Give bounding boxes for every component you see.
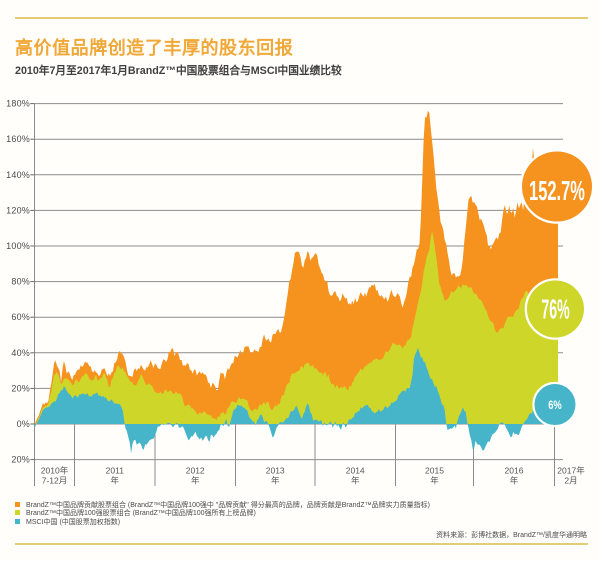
svg-text:2014: 2014 [346, 466, 365, 476]
svg-text:60%: 60% [11, 312, 30, 322]
svg-text:40%: 40% [11, 348, 30, 358]
svg-text:20%: 20% [11, 383, 30, 393]
svg-text:2月: 2月 [564, 476, 577, 486]
svg-text:2011: 2011 [106, 466, 125, 476]
svg-text:0%: 0% [17, 419, 30, 429]
svg-text:年: 年 [271, 476, 280, 486]
svg-text:年: 年 [351, 476, 360, 486]
svg-text:152.7%: 152.7% [529, 175, 585, 207]
svg-text:140%: 140% [6, 170, 30, 180]
svg-text:2013: 2013 [266, 466, 285, 476]
svg-text:年: 年 [510, 476, 519, 486]
svg-text:180%: 180% [6, 99, 30, 109]
svg-text:20%: 20% [11, 455, 30, 465]
svg-text:80%: 80% [11, 277, 30, 287]
svg-text:7-12月: 7-12月 [42, 476, 68, 486]
svg-text:160%: 160% [6, 134, 30, 144]
svg-text:2010年: 2010年 [41, 466, 69, 476]
svg-text:年: 年 [111, 476, 120, 486]
svg-text:2012: 2012 [186, 466, 205, 476]
svg-text:76%: 76% [541, 293, 569, 325]
svg-text:2015: 2015 [425, 466, 444, 476]
svg-text:年: 年 [191, 476, 200, 486]
svg-text:100%: 100% [6, 241, 30, 251]
svg-text:2016: 2016 [505, 466, 524, 476]
svg-text:2017年: 2017年 [557, 466, 585, 476]
svg-text:120%: 120% [6, 205, 30, 215]
svg-text:6%: 6% [548, 399, 562, 412]
svg-text:年: 年 [430, 476, 439, 486]
